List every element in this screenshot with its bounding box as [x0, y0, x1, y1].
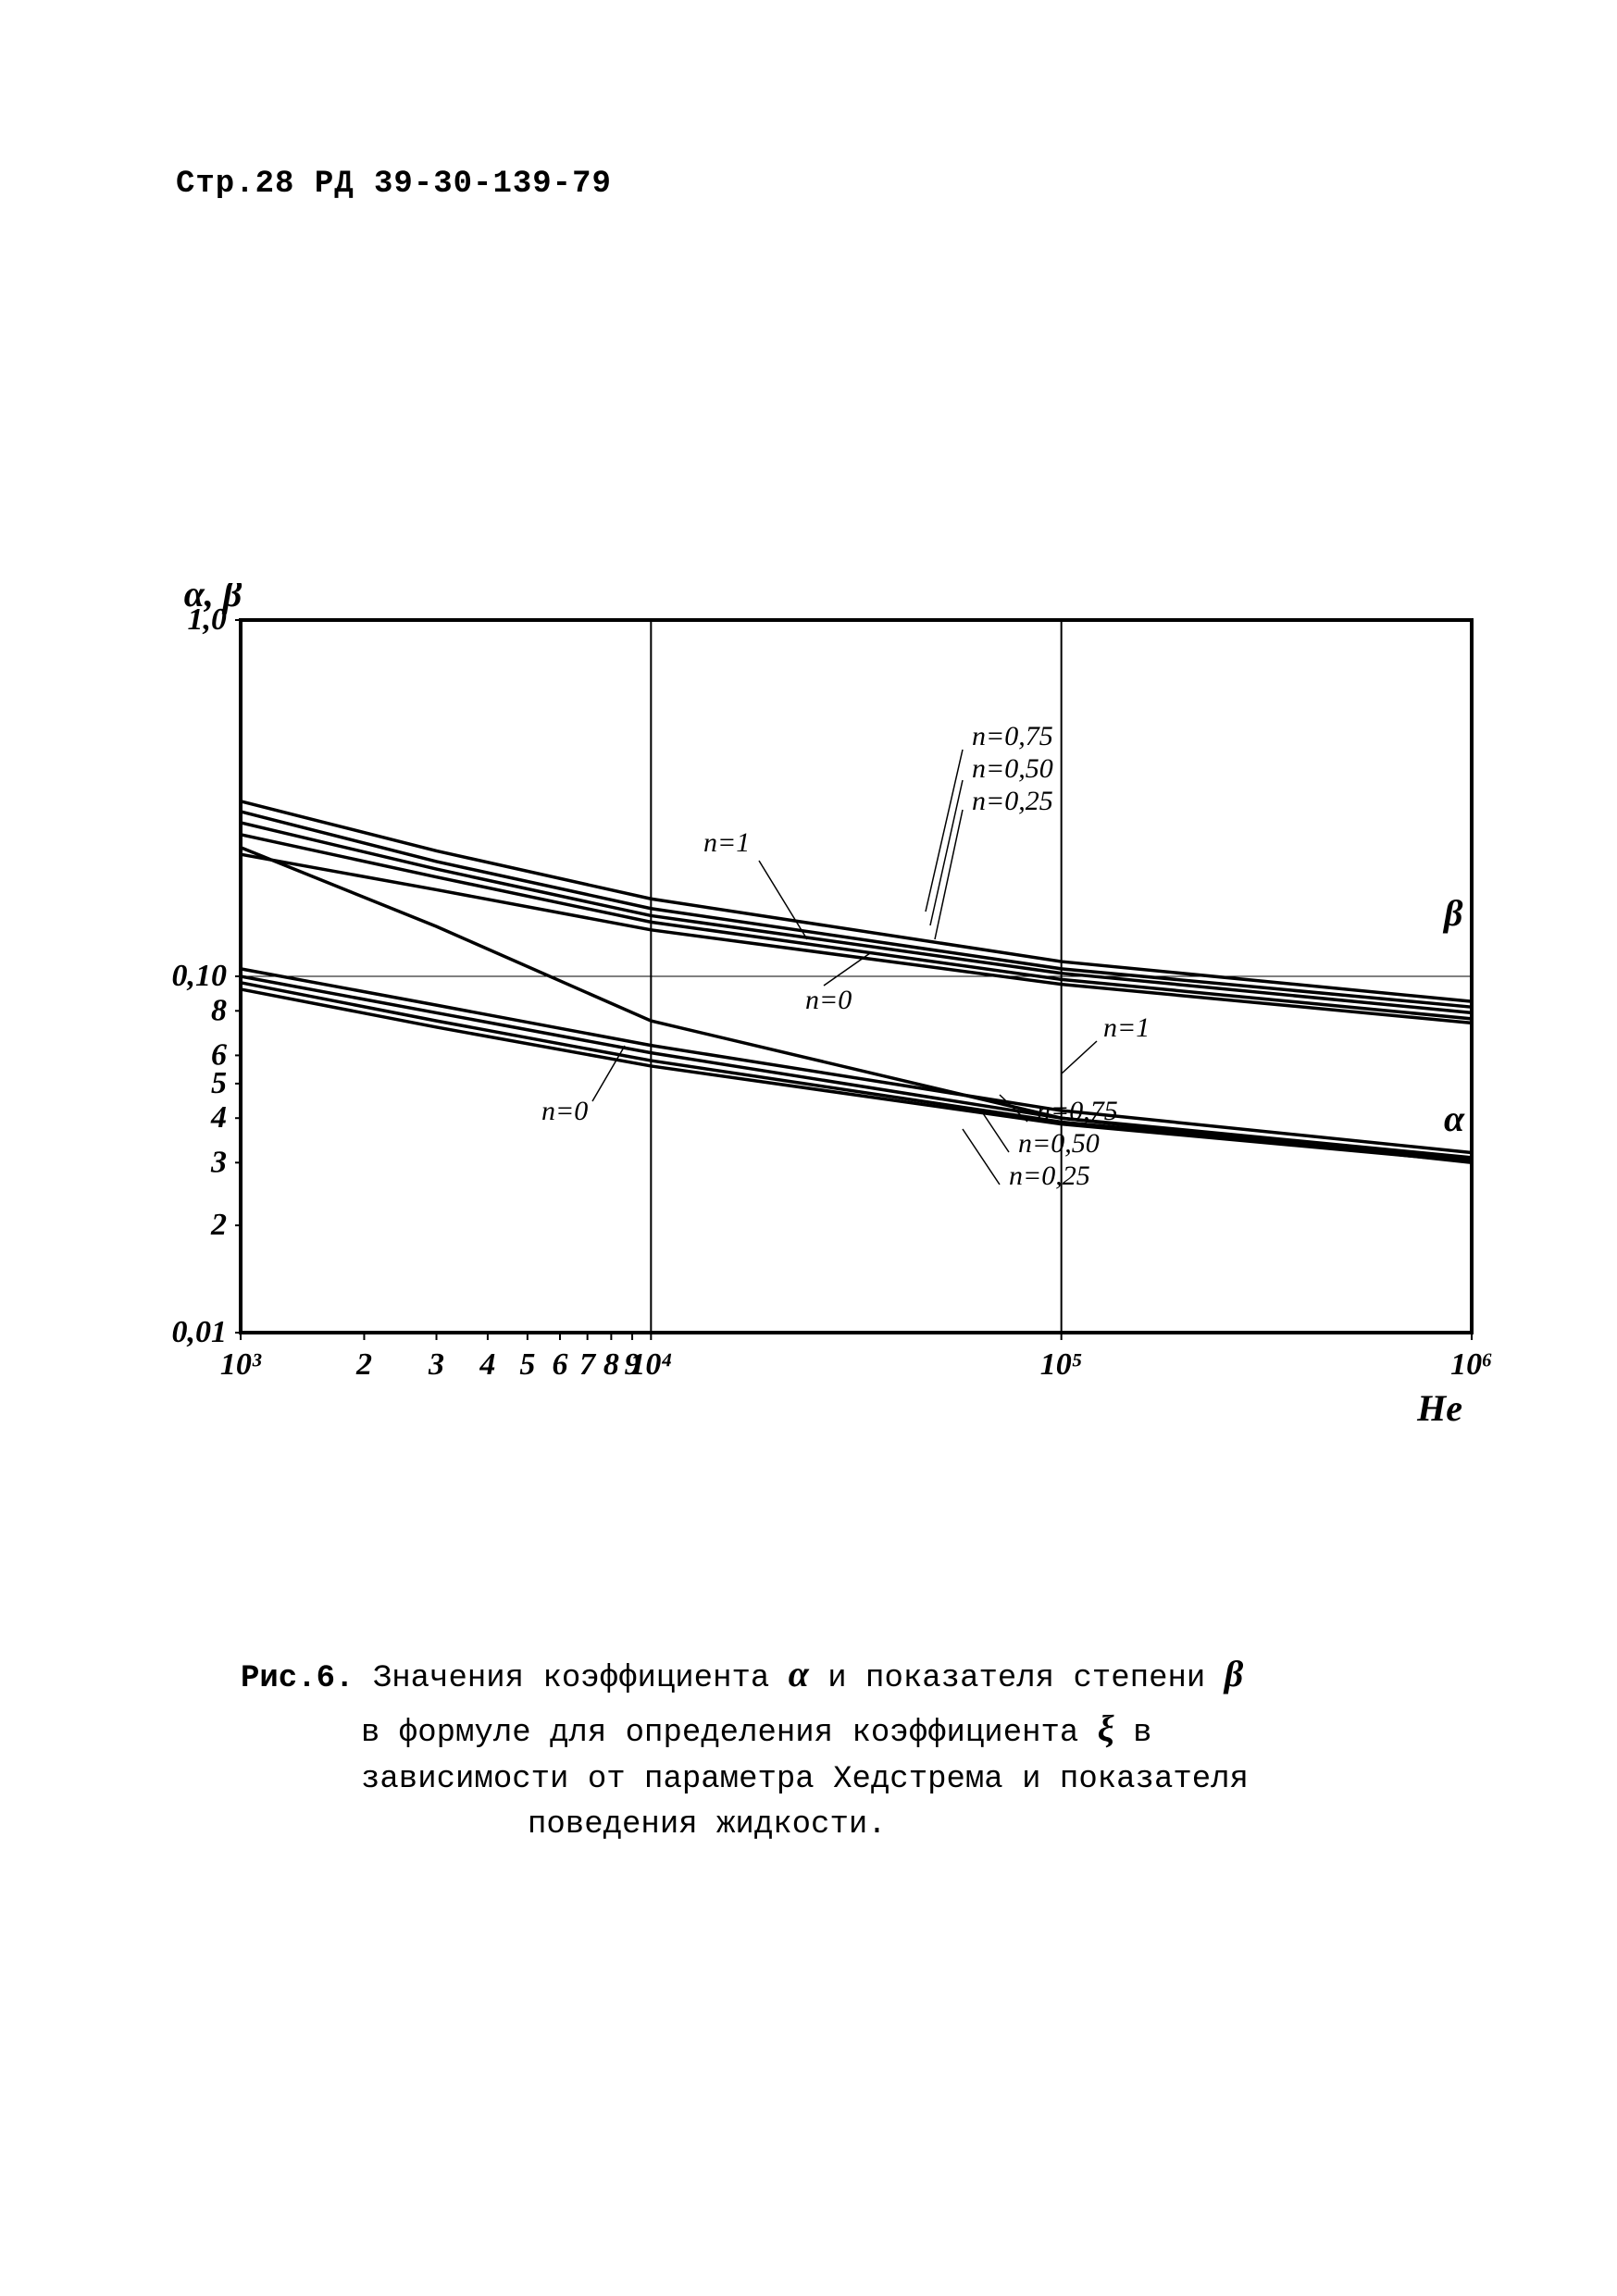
page-header: Стр.28 РД 39-30-139-79 — [176, 167, 612, 202]
alpha-group-marker: α — [1444, 1098, 1465, 1139]
alpha-curve-label: n=0 — [541, 1096, 588, 1126]
x-tick-label: 5 — [519, 1347, 535, 1382]
beta-symbol: β — [1225, 1653, 1244, 1694]
beta-curve-label: n=0,50 — [972, 753, 1053, 784]
hedstrom-chart: 1,00,108654320,01α, β10³2345678910⁴10⁵10… — [120, 583, 1509, 1462]
x-tick-label: 3 — [428, 1347, 444, 1382]
y-axis-title: α, β — [184, 583, 243, 614]
alpha-curve-label: n=1 — [1103, 1012, 1150, 1043]
y-tick-label: 2 — [210, 1208, 227, 1242]
caption-l4: поведения жидкости. — [241, 1803, 1388, 1848]
x-tick-label: 7 — [579, 1347, 597, 1382]
alpha-curve-label: n=0,25 — [1009, 1160, 1090, 1191]
y-tick-label: 4 — [210, 1100, 227, 1135]
y-tick-label: 8 — [211, 993, 227, 1027]
beta-curve-label: n=1 — [703, 827, 750, 858]
x-tick-label: 2 — [355, 1347, 372, 1382]
caption-l3: зависимости от параметра Хедстрема и пок… — [241, 1757, 1388, 1803]
caption-l1b: и показателя степени — [827, 1661, 1224, 1696]
x-tick-label: 8 — [603, 1347, 619, 1382]
caption-l2b: в — [1133, 1716, 1151, 1751]
x-tick-label: 10⁵ — [1040, 1347, 1083, 1382]
x-tick-label: 4 — [479, 1347, 495, 1382]
alpha-symbol: α — [789, 1653, 809, 1694]
y-tick-label: 5 — [211, 1066, 227, 1100]
x-axis-title: He — [1416, 1387, 1462, 1429]
beta-curve-label: n=0,75 — [972, 721, 1053, 751]
caption-l2a: в формуле для определения коэффициента — [361, 1716, 1098, 1751]
y-tick-label: 3 — [210, 1145, 227, 1179]
chart-svg: 1,00,108654320,01α, β10³2345678910⁴10⁵10… — [120, 583, 1509, 1462]
x-tick-label: 10⁶ — [1450, 1347, 1493, 1382]
caption-prefix: Рис.6. — [241, 1661, 354, 1696]
beta-curve-label: n=0,25 — [972, 786, 1053, 816]
y-tick-label: 0,10 — [172, 959, 228, 993]
x-tick-label: 10³ — [220, 1347, 262, 1382]
alpha-curve-label: n=0,50 — [1018, 1128, 1100, 1159]
beta-curve — [241, 801, 1472, 1001]
x-tick-label: 10⁴ — [629, 1347, 672, 1382]
xi-symbol: ξ — [1098, 1707, 1114, 1749]
beta-curve — [241, 812, 1472, 1007]
y-tick-label: 0,01 — [172, 1315, 228, 1349]
beta-curve-label: n=0 — [805, 985, 852, 1015]
alpha-curve — [241, 989, 1472, 1161]
document-page: Стр.28 РД 39-30-139-79 1,00,108654320,01… — [0, 0, 1617, 2296]
x-tick-label: 6 — [552, 1347, 567, 1382]
caption-l1a: Значения коэффициента — [373, 1661, 789, 1696]
figure-caption: Рис.6. Значения коэффициента α и показат… — [241, 1647, 1388, 1848]
alpha-curve-label: n=0,75 — [1037, 1096, 1118, 1126]
beta-group-marker: β — [1442, 892, 1463, 934]
